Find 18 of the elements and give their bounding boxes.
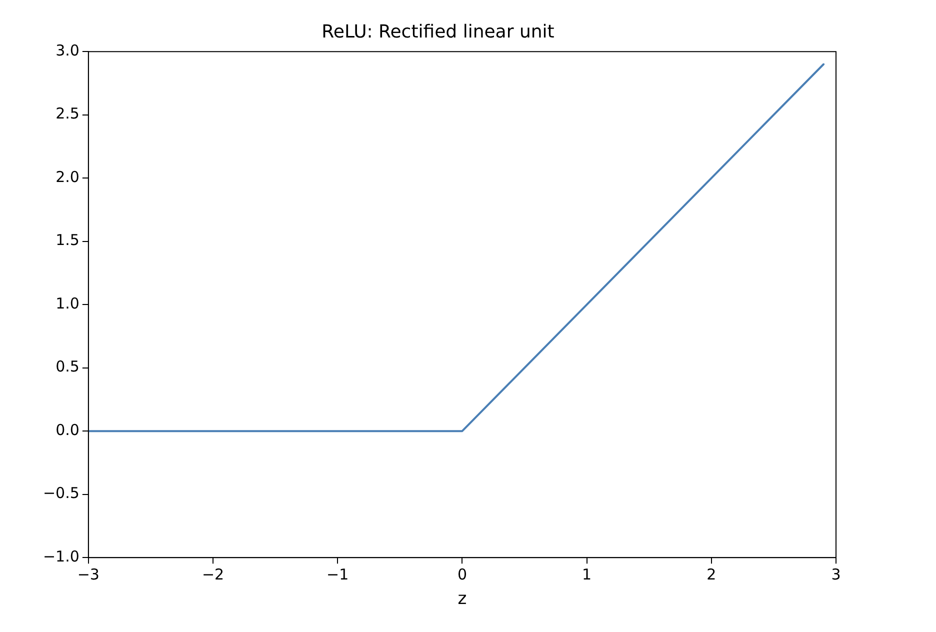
y-tick-label: 3.0 xyxy=(56,41,80,60)
x-tick-label: −3 xyxy=(77,565,100,584)
y-tick-label: 2.5 xyxy=(56,104,80,123)
x-tick-label: 2 xyxy=(706,565,716,584)
x-tick-label: 3 xyxy=(831,565,841,584)
y-tick-label: 2.0 xyxy=(56,168,80,186)
x-axis-title: z xyxy=(458,589,467,610)
y-tick-label: −0.5 xyxy=(42,484,80,502)
chart-title: ReLU: Rectified linear unit xyxy=(322,21,554,42)
y-tick-label: 1.0 xyxy=(56,294,80,312)
x-tick-label: 0 xyxy=(457,565,467,584)
y-tick-label: 0.5 xyxy=(56,358,80,376)
y-tick-label: 0.0 xyxy=(56,420,80,439)
y-tick-label: 1.5 xyxy=(56,231,80,250)
x-tick-label: −1 xyxy=(326,565,349,584)
x-tick-label: −2 xyxy=(202,565,224,584)
y-tick-label: −1.0 xyxy=(42,547,80,566)
x-tick-label: 1 xyxy=(582,565,592,584)
